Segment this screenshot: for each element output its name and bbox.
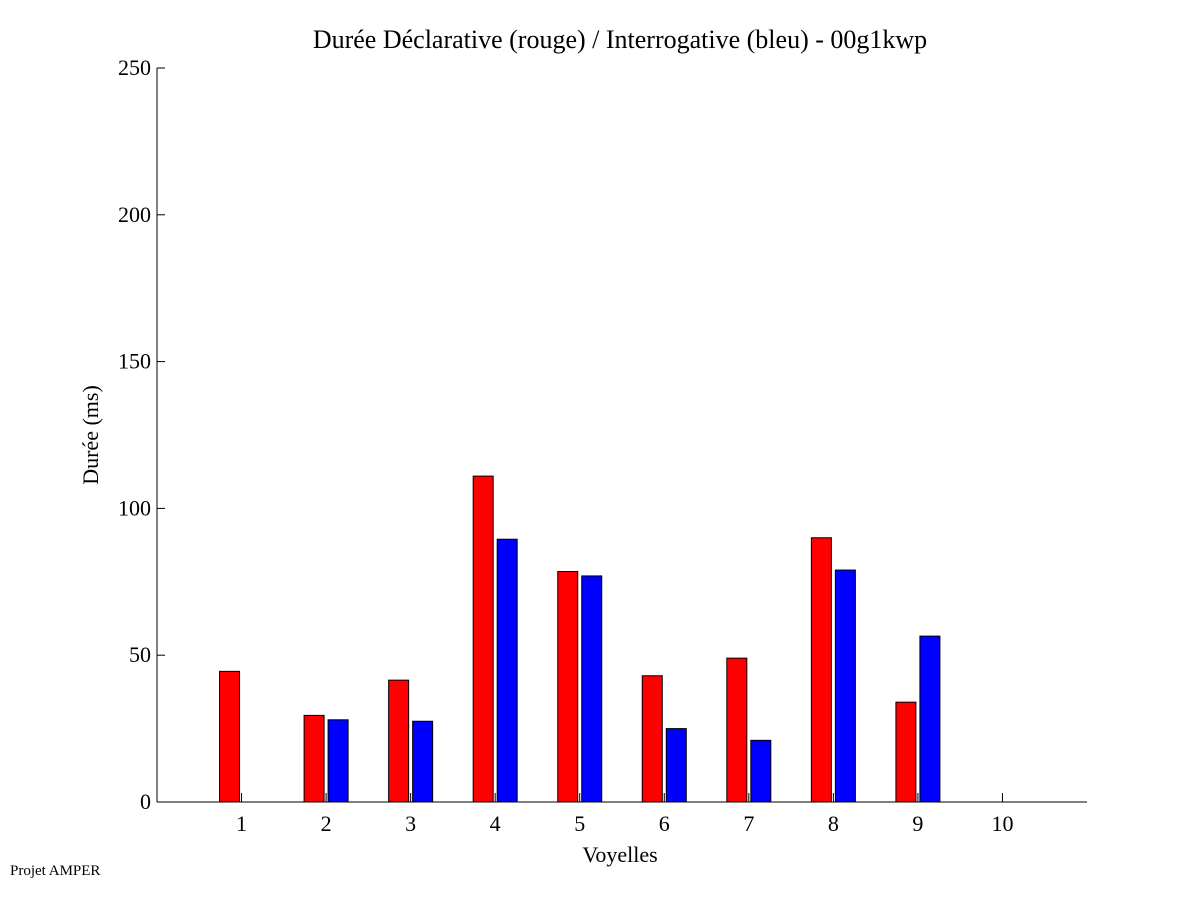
bar-declarative [895, 701, 917, 803]
bar-interrogative [919, 635, 941, 803]
y-tick-label: 150 [118, 349, 151, 374]
bar-declarative [219, 670, 241, 803]
y-axis-label: Durée (ms) [78, 385, 103, 485]
x-tick-label: 9 [912, 811, 923, 836]
bar-declarative [726, 657, 748, 803]
plot-area: 0 50 100 150 200 250 1 2 3 4 5 6 7 8 9 10 [118, 55, 1087, 836]
x-tick-label: 3 [405, 811, 416, 836]
y-tick-label: 250 [118, 55, 151, 80]
chart-title: Durée Déclarative (rouge) / Interrogativ… [313, 25, 927, 54]
bar-declarative [810, 537, 832, 803]
y-tick-label: 50 [129, 642, 151, 667]
bar-declarative [557, 571, 579, 803]
bar-interrogative [496, 538, 518, 803]
x-tick-label: 7 [743, 811, 754, 836]
bar-interrogative [581, 575, 603, 803]
bar-interrogative [665, 728, 687, 803]
y-tick-label: 200 [118, 202, 151, 227]
bar-declarative [303, 714, 325, 803]
bar-interrogative [750, 739, 772, 803]
bar-declarative [388, 679, 410, 803]
bar-declarative [472, 475, 494, 803]
footer-credit: Projet AMPER [10, 863, 101, 879]
x-tick-label: 2 [321, 811, 332, 836]
x-axis-label: Voyelles [582, 842, 657, 867]
y-tick-label: 0 [140, 789, 151, 814]
x-tick-label: 6 [659, 811, 670, 836]
x-tick-label: 8 [828, 811, 839, 836]
x-tick-label: 10 [991, 811, 1013, 836]
x-tick-label: 4 [490, 811, 501, 836]
x-tick-label: 1 [236, 811, 247, 836]
bar-declarative [641, 675, 663, 803]
y-tick-label: 100 [118, 495, 151, 520]
bar-interrogative [327, 719, 349, 803]
bar-interrogative [412, 720, 434, 803]
x-tick-label: 5 [574, 811, 585, 836]
bar-interrogative [834, 569, 856, 803]
